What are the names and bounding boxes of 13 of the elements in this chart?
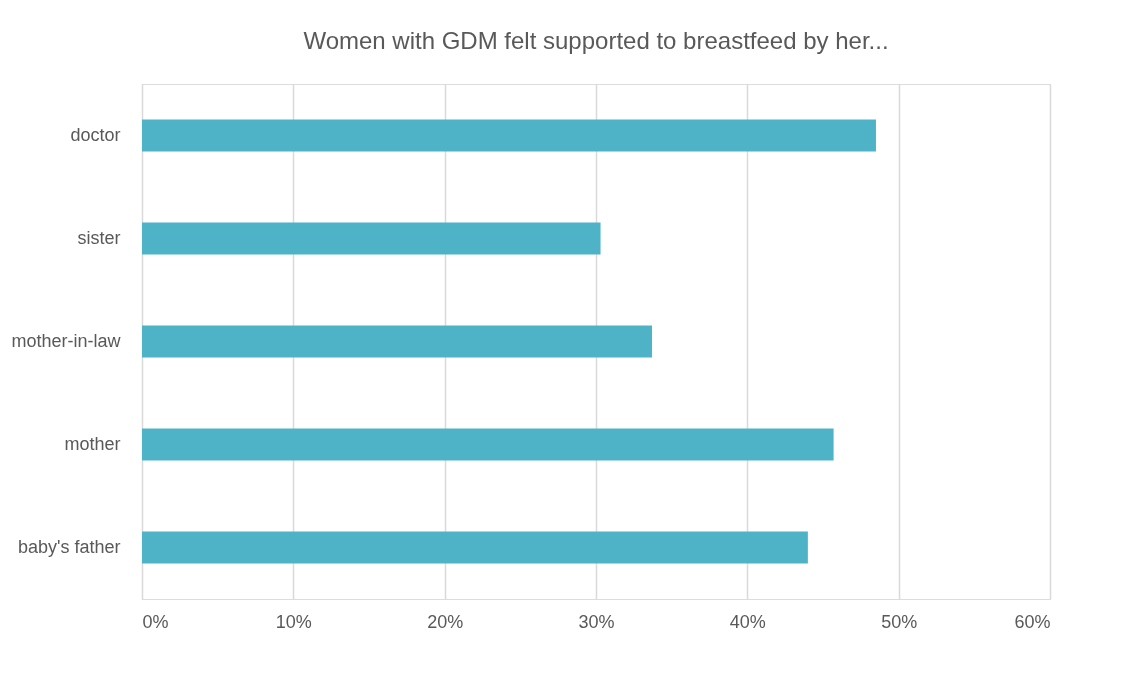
x-tick-label: 50% [881, 611, 918, 632]
x-tick-label: 10% [275, 611, 312, 632]
y-tick-label: mother-in-law [11, 330, 122, 351]
chart-title: Women with GDM felt supported to breastfeed by her... [303, 27, 889, 54]
x-tick-label: 30% [578, 611, 615, 632]
x-tick-label: 40% [729, 611, 766, 632]
y-tick-label: sister [77, 227, 121, 248]
y-tick-label: doctor [70, 124, 121, 145]
x-tick-label: 60% [1014, 611, 1051, 632]
y-tick-label: baby's father [18, 536, 121, 557]
x-tick-label: 20% [427, 611, 464, 632]
y-tick-label: mother [64, 433, 121, 454]
x-tick-label: 0% [142, 611, 169, 632]
